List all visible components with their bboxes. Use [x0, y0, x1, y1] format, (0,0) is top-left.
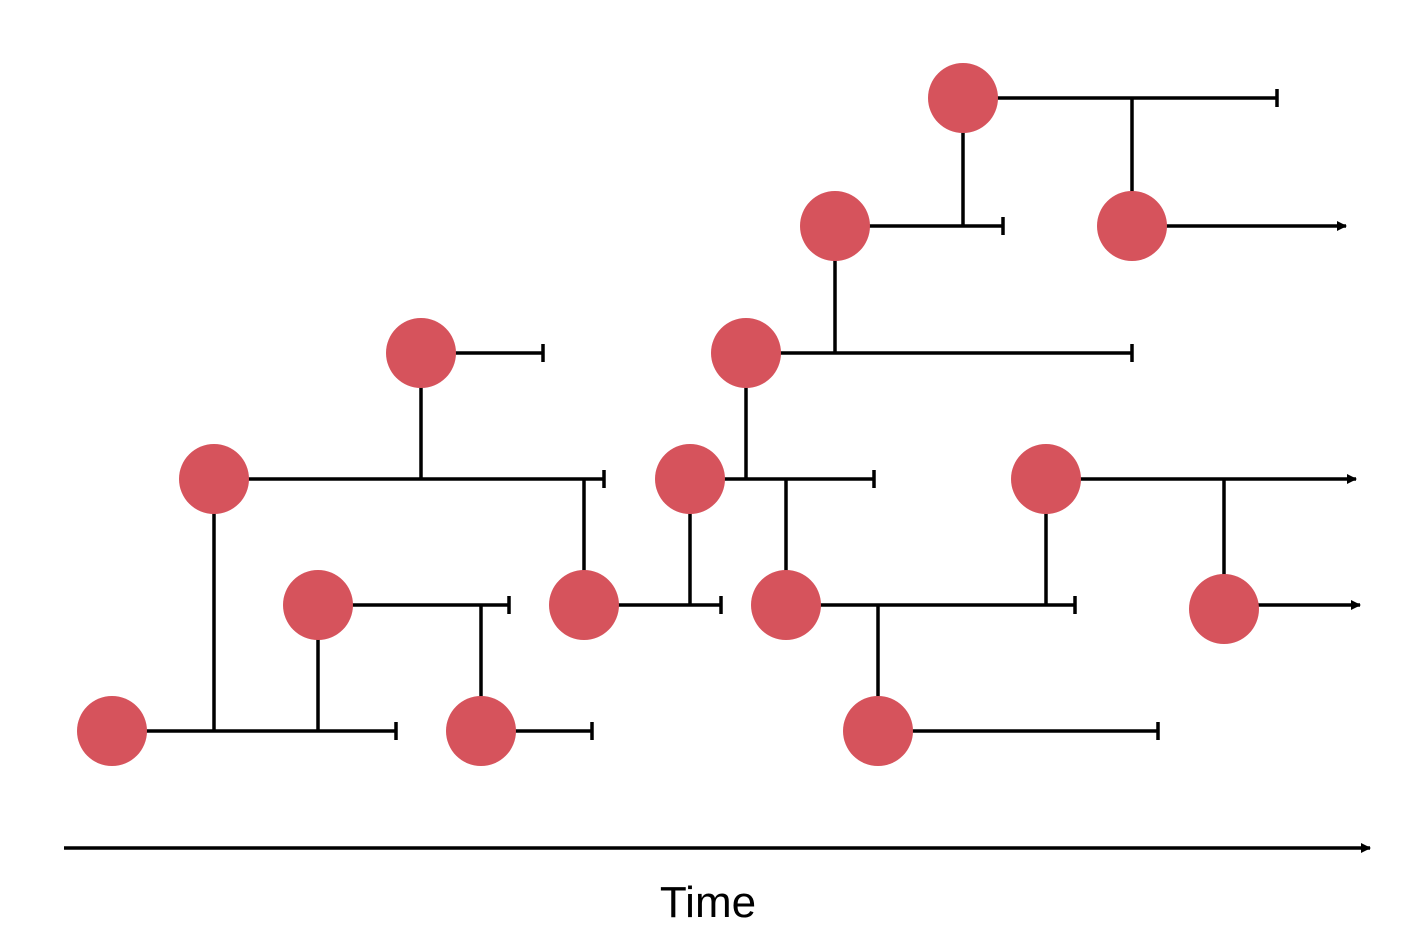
lineage-node	[928, 63, 998, 133]
lineage-node	[751, 570, 821, 640]
lineage-node	[1189, 574, 1259, 644]
lineage-node	[655, 444, 725, 514]
time-axis: Time	[64, 843, 1371, 927]
lineage-node	[386, 318, 456, 388]
lineage-node	[843, 696, 913, 766]
lineage-node	[179, 444, 249, 514]
lineage-node	[283, 570, 353, 640]
lineage-node	[711, 318, 781, 388]
branch-lines	[112, 89, 1361, 740]
lineage-node	[1011, 444, 1081, 514]
lineage-node	[77, 696, 147, 766]
lineage-node	[549, 570, 619, 640]
time-axis-label: Time	[660, 878, 756, 927]
lineage-node	[1097, 191, 1167, 261]
lineage-nodes	[77, 63, 1259, 766]
lineage-node	[800, 191, 870, 261]
lineage-node	[446, 696, 516, 766]
